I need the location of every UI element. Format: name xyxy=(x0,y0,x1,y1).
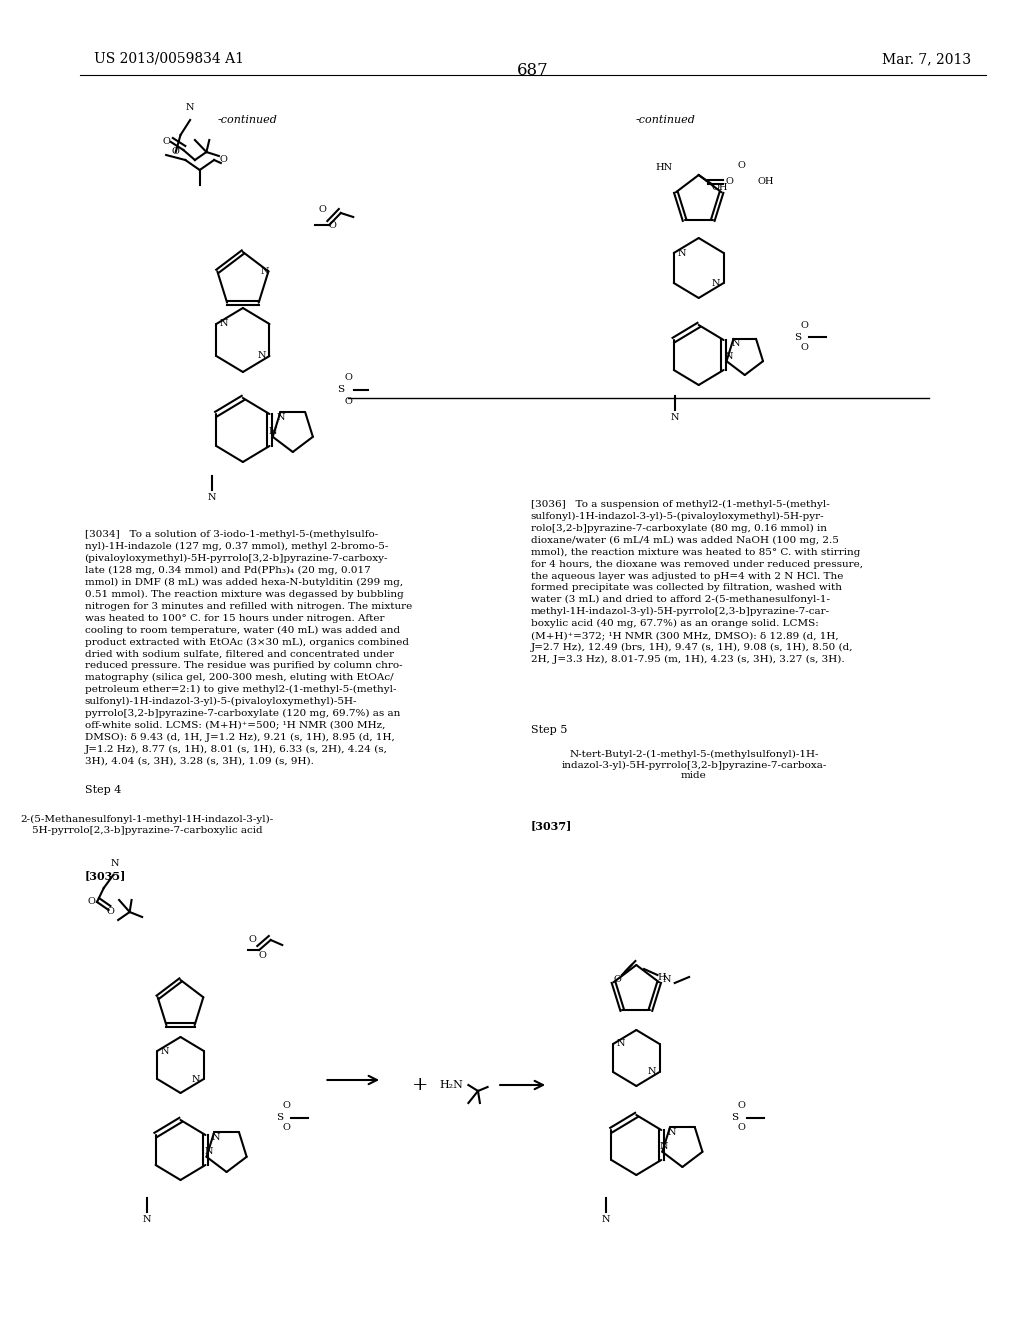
Text: 2-(5-Methanesulfonyl-1-methyl-1H-indazol-3-yl)-
5H-pyrrolo[2,3-b]pyrazine-7-carb: 2-(5-Methanesulfonyl-1-methyl-1H-indazol… xyxy=(20,814,273,834)
Text: N: N xyxy=(712,279,720,288)
Text: O: O xyxy=(258,950,266,960)
Text: O: O xyxy=(318,206,327,214)
Text: N: N xyxy=(660,1142,669,1151)
Text: N: N xyxy=(212,1133,220,1142)
FancyArrowPatch shape xyxy=(328,1076,377,1084)
Text: N: N xyxy=(208,494,216,503)
Text: O: O xyxy=(329,220,336,230)
Text: N: N xyxy=(276,413,285,421)
Text: O: O xyxy=(220,156,227,165)
Text: 687: 687 xyxy=(517,62,549,79)
Text: N: N xyxy=(647,1068,656,1077)
Text: [3037]: [3037] xyxy=(530,820,572,832)
Text: -continued: -continued xyxy=(218,115,278,125)
Text: N: N xyxy=(142,1216,152,1225)
Text: H₂N: H₂N xyxy=(439,1080,464,1090)
Text: O: O xyxy=(344,397,352,407)
Text: N: N xyxy=(186,103,195,112)
Text: Mar. 7, 2013: Mar. 7, 2013 xyxy=(882,51,971,66)
Text: N: N xyxy=(616,1040,625,1048)
Text: +: + xyxy=(413,1076,429,1094)
Text: N: N xyxy=(220,319,228,329)
Text: S: S xyxy=(275,1114,283,1122)
Text: [3034]   To a solution of 3-iodo-1-methyl-5-(methylsulfo-
nyl)-1H-indazole (127 : [3034] To a solution of 3-iodo-1-methyl-… xyxy=(85,531,412,766)
Text: N: N xyxy=(268,428,276,437)
Text: O: O xyxy=(172,148,179,157)
Text: N: N xyxy=(663,975,672,985)
Text: O: O xyxy=(249,936,256,945)
Text: N: N xyxy=(204,1147,213,1156)
Text: [3036]   To a suspension of methyl2-(1-methyl-5-(methyl-
sulfonyl)-1H-indazol-3-: [3036] To a suspension of methyl2-(1-met… xyxy=(530,500,863,664)
Text: O: O xyxy=(87,898,95,907)
Text: O: O xyxy=(613,974,622,983)
Text: O: O xyxy=(738,1101,745,1110)
Text: N: N xyxy=(731,339,739,348)
Text: O: O xyxy=(801,321,808,330)
Text: O: O xyxy=(725,177,733,186)
Text: N: N xyxy=(260,267,269,276)
Text: N: N xyxy=(724,351,733,360)
Text: O: O xyxy=(162,137,170,147)
Text: S: S xyxy=(794,333,801,342)
Text: O: O xyxy=(738,1123,745,1133)
Text: N-tert-Butyl-2-(1-methyl-5-(methylsulfonyl)-1H-
indazol-3-yl)-5H-pyrrolo[3,2-b]p: N-tert-Butyl-2-(1-methyl-5-(methylsulfon… xyxy=(561,750,826,780)
Text: HN: HN xyxy=(655,164,673,173)
Text: [3035]: [3035] xyxy=(85,870,126,880)
Text: O: O xyxy=(344,374,352,383)
Text: H: H xyxy=(657,973,666,982)
Text: Step 4: Step 4 xyxy=(85,785,121,795)
Text: OH: OH xyxy=(712,182,728,191)
Text: N: N xyxy=(258,351,266,360)
Text: Step 5: Step 5 xyxy=(530,725,567,735)
Text: O: O xyxy=(283,1101,290,1110)
Text: O: O xyxy=(738,161,745,169)
Text: O: O xyxy=(283,1123,290,1133)
Text: N: N xyxy=(601,1216,610,1225)
Text: N: N xyxy=(191,1074,201,1084)
Text: US 2013/0059834 A1: US 2013/0059834 A1 xyxy=(94,51,244,66)
Text: N: N xyxy=(671,413,679,422)
Text: N: N xyxy=(668,1127,676,1137)
Text: OH: OH xyxy=(758,177,774,186)
FancyArrowPatch shape xyxy=(500,1081,543,1089)
Text: -continued: -continued xyxy=(635,115,695,125)
Text: N: N xyxy=(111,859,120,869)
Text: S: S xyxy=(731,1114,738,1122)
Text: O: O xyxy=(801,343,808,352)
Text: N: N xyxy=(677,248,686,257)
Text: S: S xyxy=(337,385,344,395)
Text: N: N xyxy=(161,1047,169,1056)
Text: O: O xyxy=(106,908,115,916)
